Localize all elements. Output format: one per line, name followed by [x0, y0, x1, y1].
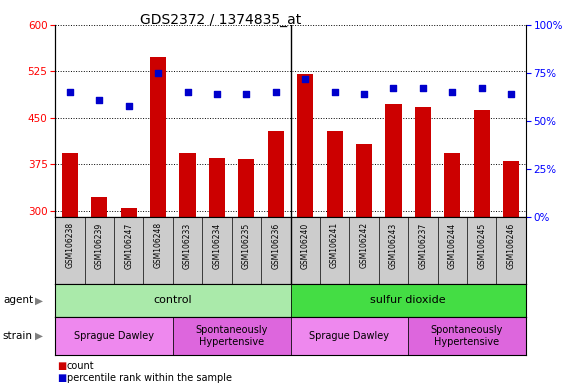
Text: GSM106241: GSM106241 — [330, 222, 339, 268]
Point — [447, 89, 457, 95]
Text: control: control — [153, 295, 192, 306]
Text: GSM106236: GSM106236 — [271, 222, 280, 268]
Text: ■: ■ — [57, 373, 66, 383]
Text: agent: agent — [3, 295, 33, 306]
Text: GSM106234: GSM106234 — [213, 222, 221, 268]
Bar — [290, 284, 526, 317]
Bar — [209, 158, 225, 217]
Bar — [327, 131, 343, 217]
Point — [153, 70, 163, 76]
Bar — [297, 74, 313, 217]
Text: GSM106239: GSM106239 — [95, 222, 104, 268]
Bar — [173, 317, 290, 355]
Bar — [180, 153, 196, 217]
Bar — [268, 131, 284, 217]
Bar — [55, 284, 290, 317]
Text: sulfur dioxide: sulfur dioxide — [370, 295, 446, 306]
Point — [212, 91, 221, 97]
Bar — [503, 161, 519, 217]
Point — [183, 89, 192, 95]
Point — [360, 91, 369, 97]
Text: GSM106233: GSM106233 — [183, 222, 192, 268]
Text: GSM106246: GSM106246 — [507, 222, 515, 268]
Point — [271, 89, 281, 95]
Text: GSM106238: GSM106238 — [66, 222, 74, 268]
Text: GSM106247: GSM106247 — [124, 222, 133, 268]
Point — [65, 89, 74, 95]
Bar — [62, 153, 78, 217]
Bar — [238, 159, 254, 217]
Point — [242, 91, 251, 97]
Bar — [408, 317, 526, 355]
Text: GSM106244: GSM106244 — [448, 222, 457, 268]
Bar — [444, 153, 460, 217]
Text: GSM106240: GSM106240 — [301, 222, 310, 268]
Text: Spontaneously
Hypertensive: Spontaneously Hypertensive — [431, 325, 503, 347]
Point — [95, 97, 104, 103]
Text: GSM106243: GSM106243 — [389, 222, 398, 268]
Bar — [356, 144, 372, 217]
Bar — [474, 110, 490, 217]
Text: GSM106248: GSM106248 — [153, 222, 163, 268]
Bar — [385, 104, 401, 217]
Text: strain: strain — [3, 331, 33, 341]
Point — [477, 85, 486, 91]
Text: percentile rank within the sample: percentile rank within the sample — [67, 373, 232, 383]
Point — [389, 85, 398, 91]
Point — [124, 103, 134, 109]
Text: GDS2372 / 1374835_at: GDS2372 / 1374835_at — [140, 13, 302, 27]
Text: GSM106237: GSM106237 — [418, 222, 428, 268]
Text: GSM106242: GSM106242 — [360, 222, 368, 268]
Point — [330, 89, 339, 95]
Bar — [91, 197, 107, 217]
Point — [507, 91, 516, 97]
Text: ▶: ▶ — [35, 295, 43, 306]
Bar — [121, 208, 137, 217]
Bar — [55, 317, 173, 355]
Text: GSM106245: GSM106245 — [477, 222, 486, 268]
Text: count: count — [67, 361, 95, 371]
Text: GSM106235: GSM106235 — [242, 222, 251, 268]
Text: Sprague Dawley: Sprague Dawley — [309, 331, 389, 341]
Text: ▶: ▶ — [35, 331, 43, 341]
Bar — [415, 108, 431, 217]
Text: ■: ■ — [57, 361, 66, 371]
Text: Sprague Dawley: Sprague Dawley — [74, 331, 154, 341]
Point — [300, 76, 310, 82]
Text: Spontaneously
Hypertensive: Spontaneously Hypertensive — [195, 325, 268, 347]
Point — [418, 85, 428, 91]
Bar — [150, 56, 166, 217]
Bar — [290, 317, 408, 355]
